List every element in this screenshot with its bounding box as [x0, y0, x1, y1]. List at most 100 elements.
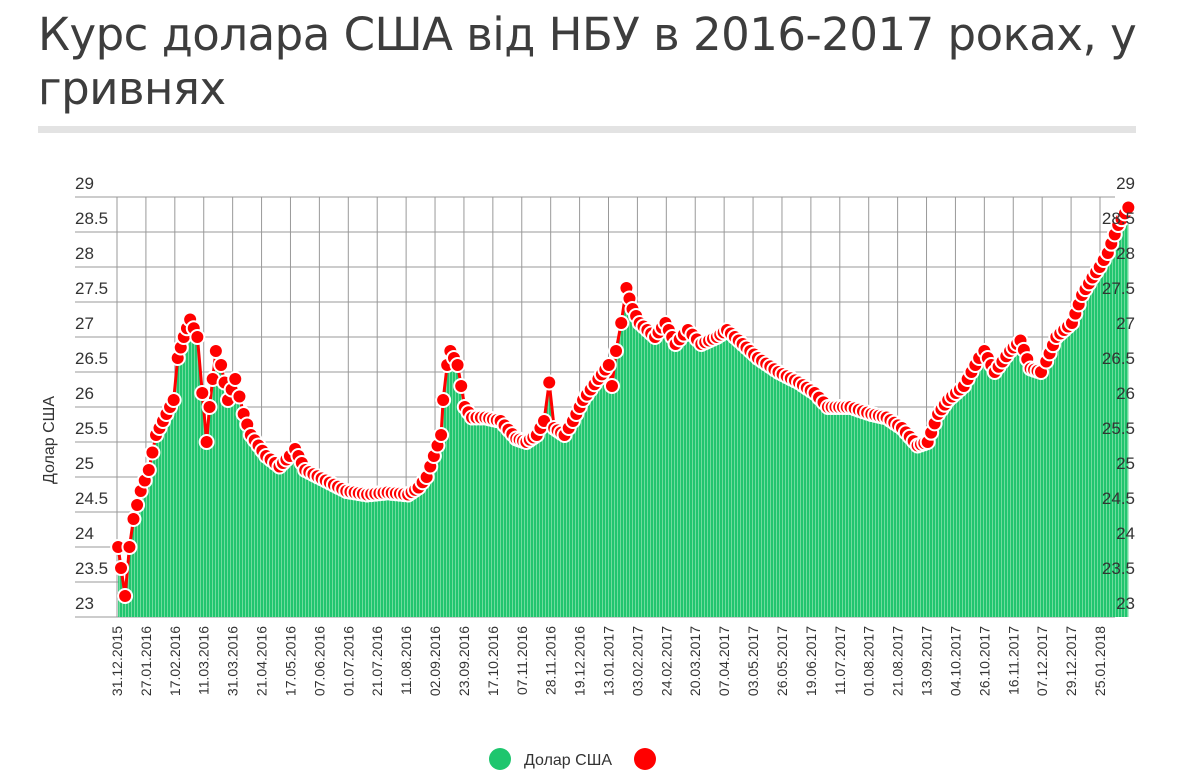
x-tick-label: 02.09.2016: [427, 626, 443, 696]
y-axis-right: 23 23.5 24 24.5 25 25.5 26 26.5 27 27.5 28 28.5 29: [1102, 174, 1135, 613]
x-tick-label: 19.12.2016: [572, 626, 588, 696]
data-point: [449, 357, 466, 373]
x-tick-label: 17.05.2016: [282, 626, 298, 696]
x-tick-label: 07.12.2017: [1034, 626, 1050, 696]
x-tick-label: 04.10.2017: [947, 626, 963, 696]
x-tick-label: 16.11.2017: [1005, 626, 1021, 695]
y-tick-label: 27: [75, 314, 94, 333]
data-point: [129, 497, 146, 513]
data-point: [125, 511, 142, 527]
data-point: [613, 315, 630, 331]
y-axis-left: 23 23.5 24 24.5 25 25.5 26 26.5 27 27.5 28 28.5 29: [75, 174, 108, 613]
data-point: [433, 427, 450, 443]
title-divider: [38, 126, 1136, 133]
x-tick-label: 11.03.2016: [196, 626, 212, 695]
x-tick-label: 17.02.2016: [167, 626, 183, 696]
data-point: [113, 560, 130, 576]
legend-marker-green: [489, 748, 511, 770]
x-tick-label: 23.09.2016: [456, 626, 472, 696]
data-point: [207, 343, 224, 359]
y-tick-label: 24: [75, 524, 94, 543]
data-point: [144, 444, 161, 461]
x-tick-label: 11.07.2017: [832, 626, 848, 695]
data-point: [121, 539, 138, 555]
data-point: [165, 392, 182, 408]
x-axis: 31.12.2015 27.01.2016 17.02.2016 11.03.2016…: [109, 626, 1108, 696]
data-point: [600, 357, 617, 373]
data-point: [194, 385, 211, 401]
x-tick-label: 17.10.2016: [485, 626, 501, 696]
data-point: [140, 462, 157, 478]
data-point: [201, 399, 218, 415]
y-tick-label: 26: [1116, 384, 1135, 403]
y-tick-label: 27.5: [75, 279, 108, 298]
y-tick-label: 27: [1116, 314, 1135, 333]
data-point: [117, 588, 134, 604]
y-tick-label: 23.5: [1102, 559, 1135, 578]
x-tick-label: 13.01.2017: [601, 626, 617, 696]
y-tick-label: 24: [1116, 524, 1135, 543]
y-tick-label: 23: [1116, 594, 1135, 613]
x-tick-label: 01.08.2017: [861, 626, 877, 696]
y-tick-label: 26: [75, 384, 94, 403]
y-tick-label: 28.5: [1102, 209, 1135, 228]
x-tick-label: 31.03.2016: [225, 626, 241, 696]
x-tick-label: 07.04.2017: [716, 626, 732, 696]
data-point: [198, 434, 215, 450]
data-point: [227, 371, 244, 387]
y-tick-label: 25: [1116, 454, 1135, 473]
y-tick-label: 27.5: [1102, 279, 1135, 298]
data-point: [435, 392, 452, 408]
data-point: [231, 388, 248, 405]
y-tick-label: 26.5: [75, 349, 108, 368]
x-tick-label: 07.11.2016: [514, 626, 530, 695]
x-tick-label: 03.02.2017: [629, 626, 645, 696]
area-series: [118, 207, 1129, 617]
x-tick-label: 21.07.2016: [369, 626, 385, 696]
y-tick-label: 25: [75, 454, 94, 473]
data-point: [603, 378, 620, 394]
x-tick-label: 19.06.2017: [803, 626, 819, 696]
data-point: [541, 374, 558, 391]
x-tick-label: 21.04.2016: [254, 626, 270, 696]
data-point: [1120, 199, 1137, 216]
data-point: [453, 378, 470, 394]
legend-item-markers[interactable]: [634, 748, 656, 770]
legend: Долар США: [489, 748, 656, 770]
y-tick-label: 26.5: [1102, 349, 1135, 368]
x-tick-label: 24.02.2017: [658, 626, 674, 696]
area-fill: [118, 207, 1129, 617]
x-tick-label: 29.12.2017: [1063, 626, 1079, 696]
y-tick-label: 25.5: [75, 419, 108, 438]
x-tick-label: 31.12.2015: [109, 626, 125, 696]
x-tick-label: 26.10.2017: [976, 626, 992, 696]
x-tick-label: 01.07.2016: [340, 626, 356, 696]
legend-marker-red: [634, 748, 656, 770]
x-tick-label: 27.01.2016: [138, 626, 154, 696]
legend-item-dollar[interactable]: Долар США: [489, 748, 612, 770]
y-tick-label: 23: [75, 594, 94, 613]
chart-title: Курс долара США від НБУ в 2016-2017 рока…: [38, 8, 1137, 115]
y-tick-label: 28: [1116, 244, 1135, 263]
x-tick-label: 07.06.2016: [311, 626, 327, 696]
x-tick-label: 28.11.2016: [543, 626, 559, 695]
y-tick-label: 25.5: [1102, 419, 1135, 438]
y-tick-label: 23.5: [75, 559, 108, 578]
y-axis-title: Долар США: [41, 396, 58, 484]
x-tick-label: 03.05.2017: [745, 626, 761, 696]
line-series: [110, 199, 1137, 604]
x-tick-label: 13.09.2017: [919, 626, 935, 696]
y-tick-label: 24.5: [1102, 489, 1135, 508]
y-tick-label: 28.5: [75, 209, 108, 228]
x-tick-label: 21.08.2017: [890, 626, 906, 696]
x-tick-label: 25.01.2018: [1092, 626, 1108, 696]
y-tick-label: 28: [75, 244, 94, 263]
legend-label: Долар США: [524, 752, 612, 769]
y-tick-label: 29: [1116, 174, 1135, 193]
data-point: [608, 343, 625, 359]
x-tick-label: 11.08.2016: [398, 626, 414, 695]
y-tick-label: 24.5: [75, 489, 108, 508]
data-point: [213, 357, 230, 373]
y-tick-label: 29: [75, 174, 94, 193]
